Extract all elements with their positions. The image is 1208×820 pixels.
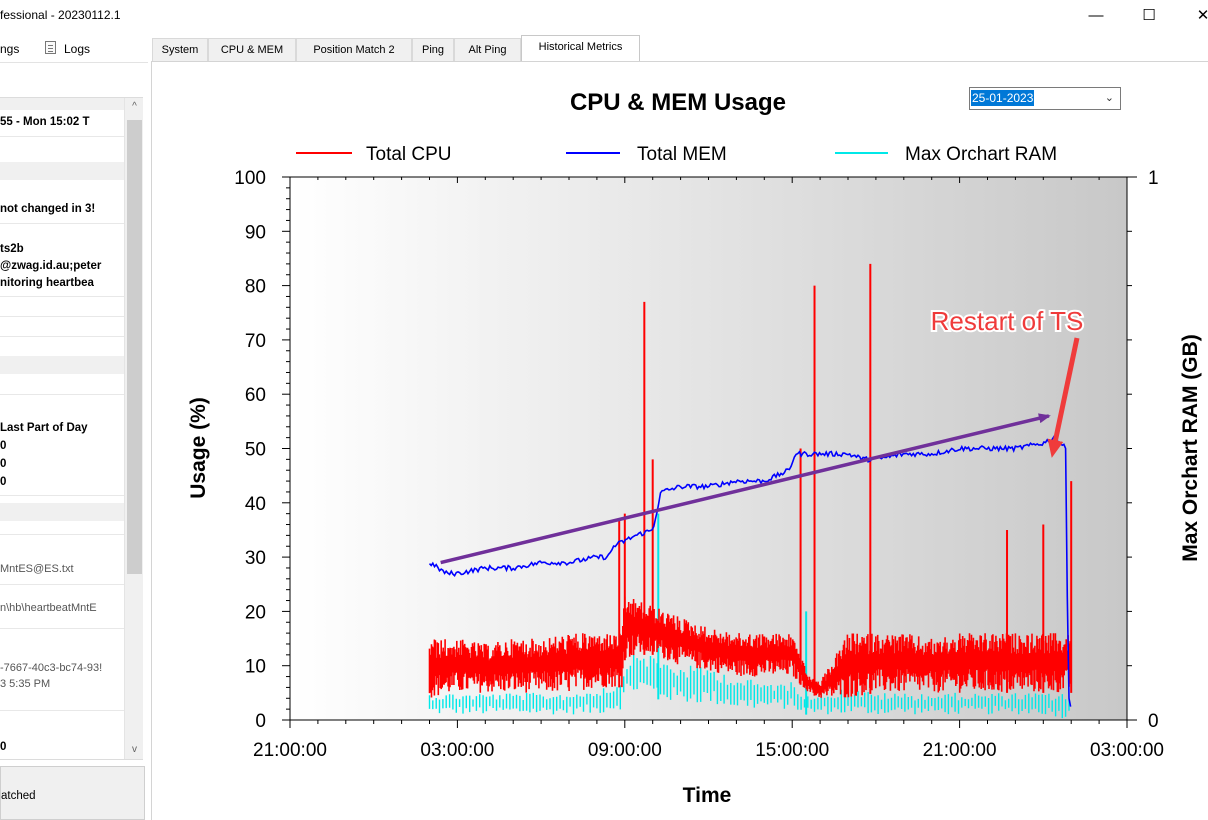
divider — [0, 296, 124, 297]
list-band — [0, 356, 124, 374]
chevron-down-icon[interactable]: ⌄ — [1104, 92, 1114, 104]
scroll-thumb[interactable] — [127, 120, 142, 574]
divider — [0, 534, 124, 535]
list-item[interactable]: not changed in 3! — [0, 203, 96, 215]
y2-axis-label: Max Orchart RAM (GB) — [1179, 334, 1202, 562]
tab-alt-ping[interactable]: Alt Ping — [454, 38, 521, 62]
divider — [0, 628, 124, 629]
legend: Total CPU Total MEM Max Orchart RAM — [296, 144, 1057, 165]
y-tick-label: 90 — [245, 222, 266, 243]
legend-label-total-cpu: Total CPU — [366, 144, 452, 165]
tab-historical-metrics[interactable]: Historical Metrics — [521, 35, 640, 62]
date-picker[interactable]: 25-01-2023 ⌄ — [969, 87, 1121, 110]
settings-menu-item[interactable]: ngs — [0, 42, 20, 56]
y-tick-label: 80 — [245, 277, 266, 298]
logs-menu-item[interactable]: Logs — [64, 42, 91, 56]
x-tick-label: 21:00:00 — [253, 740, 327, 761]
status-text: atched — [1, 790, 36, 802]
list-item[interactable]: ts2b — [0, 243, 24, 255]
divider — [0, 336, 124, 337]
list-item[interactable]: 0 — [0, 741, 7, 753]
y-tick-label: 20 — [245, 602, 266, 623]
list-item[interactable]: Last Part of Day — [0, 422, 88, 434]
list-item[interactable]: 0 — [0, 476, 7, 488]
y2-tick-label: 0 — [1148, 711, 1159, 732]
list-item[interactable]: 55 - Mon 15:02 T — [0, 116, 90, 128]
y-tick-label: 100 — [234, 168, 266, 189]
scroll-up-arrow-icon[interactable]: ^ — [132, 101, 137, 112]
x-tick-label: 15:00:00 — [755, 740, 829, 761]
y-tick-label: 40 — [245, 494, 266, 515]
title-bar: fessional - 20230112.1 — ☐ ✕ — [0, 0, 1208, 33]
vertical-scrollbar[interactable]: ^ v — [124, 98, 143, 759]
series-total-mem — [428, 434, 1072, 707]
status-box: atched — [0, 766, 145, 820]
list-item[interactable]: MntES@ES.txt — [0, 563, 74, 575]
trend-arrow — [440, 413, 1051, 565]
scroll-down-arrow-icon[interactable]: v — [132, 744, 137, 755]
series-max-orchart-ram — [428, 651, 1070, 719]
y-tick-label: 70 — [245, 331, 266, 352]
tab-strip: System CPU & MEM Position Match 2 Ping A… — [150, 33, 1208, 62]
list-band — [0, 162, 124, 180]
y-tick-label: 30 — [245, 548, 266, 569]
list-item[interactable]: @zwag.id.au;peter — [0, 260, 102, 272]
legend-label-total-mem: Total MEM — [637, 144, 727, 165]
y-tick-label: 60 — [245, 385, 266, 406]
restart-pointer-arrow — [1047, 337, 1080, 458]
maximize-button[interactable]: ☐ — [1142, 7, 1156, 24]
list-item[interactable]: n\hb\heartbeatMntE — [0, 602, 97, 614]
minimize-button[interactable]: — — [1088, 7, 1104, 24]
date-picker-value[interactable]: 25-01-2023 — [971, 90, 1035, 106]
x-tick-label: 21:00:00 — [923, 740, 997, 761]
list-item[interactable]: -7667-40c3-bc74-93! — [0, 662, 103, 674]
y-tick-label: 10 — [245, 657, 266, 678]
list-item[interactable]: 3 5:35 PM — [0, 678, 51, 690]
tab-cpu-mem[interactable]: CPU & MEM — [208, 38, 296, 62]
y-tick-label: 0 — [255, 711, 266, 732]
tab-position-match-2[interactable]: Position Match 2 — [296, 38, 412, 62]
divider — [0, 495, 124, 496]
list-band — [0, 98, 124, 110]
y2-tick-label: 1 — [1148, 168, 1159, 189]
chart-title: CPU & MEM Usage — [570, 89, 786, 116]
divider — [0, 136, 124, 137]
close-button[interactable]: ✕ — [1196, 7, 1208, 24]
restart-callout-label: Restart of TS — [931, 306, 1084, 336]
y-axis-label: Usage (%) — [187, 397, 210, 499]
document-icon — [45, 41, 56, 54]
window-title: fessional - 20230112.1 — [0, 8, 121, 22]
x-tick-label: 09:00:00 — [588, 740, 662, 761]
divider — [0, 584, 124, 585]
x-tick-label: 03:00:00 — [1090, 740, 1164, 761]
x-axis-label: Time — [683, 784, 732, 807]
list-item[interactable]: 0 — [0, 458, 7, 470]
tab-ping[interactable]: Ping — [412, 38, 454, 62]
tab-system[interactable]: System — [152, 38, 208, 62]
x-tick-label: 03:00:00 — [420, 740, 494, 761]
list-band — [0, 503, 124, 521]
left-panel-properties: 55 - Mon 15:02 T not changed in 3! ts2b … — [0, 97, 143, 760]
divider — [0, 394, 124, 395]
divider — [0, 710, 124, 711]
list-item[interactable]: nitoring heartbea — [0, 277, 94, 289]
menu-strip: ngs Logs — [0, 33, 148, 63]
divider — [0, 316, 124, 317]
list-item[interactable]: 0 — [0, 440, 7, 452]
y-tick-label: 50 — [245, 440, 266, 461]
divider — [0, 223, 124, 224]
legend-label-max-orchart-ram: Max Orchart RAM — [905, 144, 1057, 165]
